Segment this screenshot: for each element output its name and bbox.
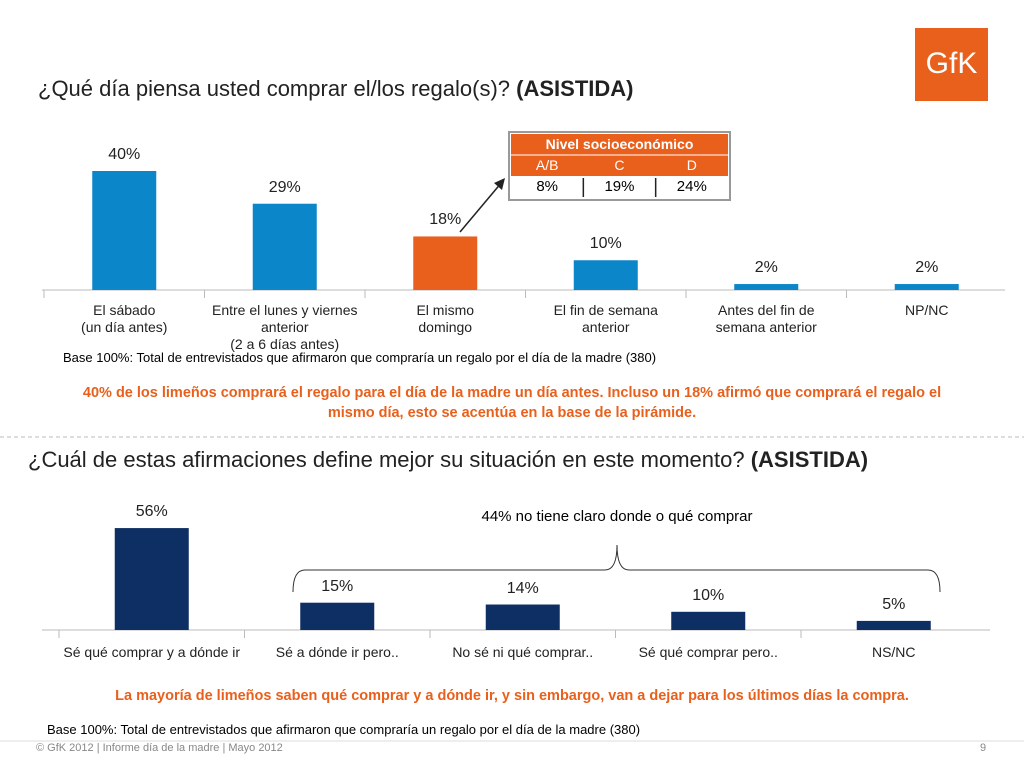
bar xyxy=(92,171,157,290)
x-tick-label: El fin de semana anterior xyxy=(553,302,658,335)
x-tick-label: Sé a dónde ir pero.. xyxy=(275,644,399,660)
x-tick-label: NP/NC xyxy=(904,302,949,318)
x-tick-label: No sé ni qué comprar.. xyxy=(452,644,594,660)
x-tick-label: Entre el lunes y viernes anterior (2 a 6… xyxy=(211,302,358,352)
title-text: ¿Qué día piensa usted comprar el/los reg… xyxy=(38,76,511,101)
footer: © GfK 2012 | Informe día de la madre | M… xyxy=(36,742,283,754)
table-cell: 19% xyxy=(604,178,635,195)
summary: La mayoría de limeños saben qué comprar … xyxy=(115,688,909,704)
table-cell: 24% xyxy=(676,178,707,195)
data-label: 10% xyxy=(692,586,725,604)
data-label: 10% xyxy=(589,235,622,253)
x-tick-label: Sé qué comprar pero.. xyxy=(638,644,778,660)
x-tick-label: Sé qué comprar y a dónde ir xyxy=(63,644,241,660)
table-header-cell: C xyxy=(614,157,625,173)
bar xyxy=(252,203,317,290)
annotation: 44% no tiene claro donde o qué comprar xyxy=(481,508,753,525)
bar xyxy=(573,260,638,290)
title-emphasis: (ASISTIDA) xyxy=(516,76,634,101)
table-header-cell: D xyxy=(686,157,697,173)
bar xyxy=(485,604,560,630)
x-tick-label: El mismo domingo xyxy=(416,302,475,335)
x-tick-label: Antes del fin de semana anterior xyxy=(715,302,817,335)
bar xyxy=(671,611,746,630)
data-label: 5% xyxy=(882,595,906,613)
bracket xyxy=(292,544,941,593)
logo-box xyxy=(915,28,988,101)
data-label: 40% xyxy=(108,146,141,163)
bar xyxy=(413,236,478,290)
data-label: 29% xyxy=(268,178,301,196)
data-label: 2% xyxy=(915,259,939,277)
data-label: 15% xyxy=(321,577,354,595)
bar xyxy=(734,284,799,290)
page-number: 9 xyxy=(980,742,987,754)
bar xyxy=(300,602,375,630)
base-note: Base 100%: Total de entrevistados que af… xyxy=(63,350,657,365)
data-label: 18% xyxy=(429,211,462,229)
bar xyxy=(114,528,189,630)
data-label: 2% xyxy=(754,259,778,277)
data-label: 14% xyxy=(506,579,539,597)
title-text: ¿Cuál de estas afirmaciones define mejor… xyxy=(28,447,745,472)
bar xyxy=(856,620,931,630)
x-tick-label: NS/NC xyxy=(871,644,916,660)
data-label: 56% xyxy=(135,503,168,521)
table-cell: 8% xyxy=(536,178,558,195)
x-tick-label: El sábado (un día antes) xyxy=(81,302,168,335)
summary: 40% de los limeños comprará el regalo pa… xyxy=(82,385,942,421)
title-emphasis: (ASISTIDA) xyxy=(750,447,869,472)
bar xyxy=(894,284,959,290)
base-note: Base 100%: Total de entrevistados que af… xyxy=(47,722,641,737)
arrow-head xyxy=(494,178,505,190)
chart-title: ¿Cuál de estas afirmaciones define mejor… xyxy=(28,447,868,473)
table-header-cell: A/B xyxy=(535,157,559,173)
chart-title: ¿Qué día piensa usted comprar el/los reg… xyxy=(38,76,633,102)
arrow xyxy=(459,181,503,233)
logo: GfK xyxy=(925,47,978,80)
table-title: Nivel socioeconómico xyxy=(545,136,694,152)
